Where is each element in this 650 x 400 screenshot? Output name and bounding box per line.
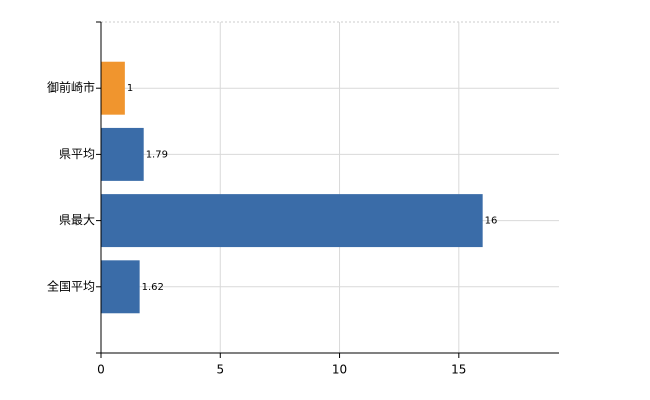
value-label: 1.62 <box>142 282 164 293</box>
x-tick-label: 10 <box>332 363 347 377</box>
y-tick-label: 県最大 <box>59 213 95 227</box>
value-label: 1.79 <box>146 149 168 160</box>
value-label: 16 <box>485 216 498 227</box>
bar <box>101 61 125 115</box>
y-tick-label: 県平均 <box>59 147 95 161</box>
y-tick-label: 全国平均 <box>47 278 95 293</box>
x-tick-label: 15 <box>451 363 466 377</box>
bar <box>101 260 140 314</box>
value-label: 1 <box>127 83 133 94</box>
x-tick-label: 5 <box>216 363 224 377</box>
x-tick-label: 0 <box>97 363 105 377</box>
bar <box>101 127 144 181</box>
y-tick-label: 御前崎市 <box>47 80 95 95</box>
bar <box>101 194 483 248</box>
